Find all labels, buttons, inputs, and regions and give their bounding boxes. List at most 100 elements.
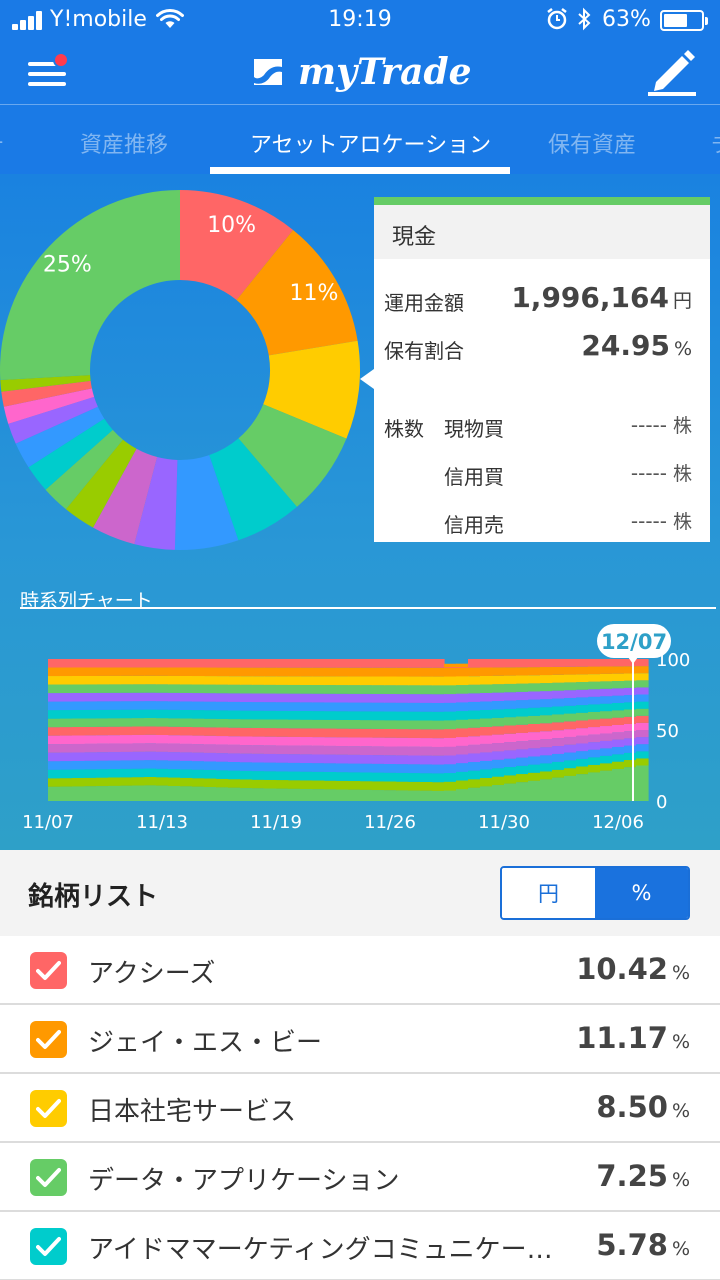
area-band-11-col-1 [60, 693, 73, 702]
donut-slice-1[interactable] [236, 229, 358, 356]
menu-icon[interactable] [28, 60, 66, 88]
stock-percent-unit: % [671, 1238, 690, 1260]
donut-slice-12[interactable] [8, 396, 98, 444]
tab-asset-allocation[interactable]: アセットアロケーション [250, 133, 492, 158]
donut-slice-10[interactable] [28, 418, 113, 490]
list-item[interactable]: アクシーズ 10.42% [0, 936, 720, 1005]
list-item[interactable]: データ・アプリケーション 7.25% [0, 1143, 720, 1212]
unit-toggle: 円 % [500, 866, 690, 920]
area-band-0-col-11 [180, 786, 193, 801]
donut-slice-16[interactable] [0, 190, 180, 381]
area-band-8-col-26 [360, 720, 373, 729]
area-band-15-col-16 [240, 659, 253, 668]
area-band-13-col-23 [324, 676, 337, 686]
area-band-8-col-49 [636, 708, 649, 716]
area-band-1-col-14 [216, 778, 229, 788]
area-band-12-col-45 [588, 681, 601, 690]
area-band-5-col-13 [204, 744, 217, 753]
area-band-14-col-35 [468, 667, 481, 677]
area-band-15-col-46 [600, 659, 613, 667]
area-band-4-col-43 [564, 744, 577, 753]
list-item[interactable]: ジェイ・エス・ビー 11.17% [0, 1005, 720, 1074]
donut-slice-2[interactable] [263, 340, 360, 439]
area-band-14-col-22 [312, 667, 325, 677]
area-band-4-col-3 [84, 752, 97, 761]
donut-slice-4[interactable] [209, 438, 297, 541]
area-band-1-col-31 [420, 781, 433, 791]
area-band-7-col-6 [120, 726, 133, 736]
area-band-14-col-12 [192, 667, 205, 677]
area-band-3-col-20 [288, 762, 301, 772]
unit-toggle-yen[interactable]: 円 [502, 868, 595, 918]
area-band-11-col-27 [372, 693, 385, 703]
area-band-4-col-30 [408, 755, 421, 765]
area-band-5-col-46 [600, 733, 613, 741]
edit-icon[interactable] [648, 46, 696, 96]
donut-slice-15[interactable] [0, 375, 91, 392]
donut-slice-6[interactable] [134, 457, 178, 550]
donut-slice-3[interactable] [238, 404, 347, 507]
area-band-0-col-4 [96, 786, 109, 801]
area-band-6-col-0 [48, 735, 61, 745]
area-band-4-col-5 [108, 752, 121, 761]
area-band-2-col-19 [276, 771, 289, 781]
checkbox[interactable] [30, 1090, 67, 1127]
unit-toggle-percent[interactable]: % [595, 868, 688, 918]
checkbox[interactable] [30, 1228, 67, 1265]
area-band-0-col-23 [324, 789, 337, 801]
area-band-7-col-10 [168, 726, 181, 736]
area-band-7-col-48 [624, 716, 637, 724]
area-band-4-col-2 [72, 752, 85, 761]
area-band-13-col-13 [204, 676, 217, 685]
checkbox[interactable] [30, 1159, 67, 1196]
checkbox[interactable] [30, 952, 67, 989]
area-band-9-col-26 [360, 711, 373, 721]
donut-slice-7[interactable] [93, 448, 158, 545]
donut-slice-9[interactable] [45, 429, 123, 510]
area-band-7-col-26 [360, 728, 373, 738]
tab-prev-edge[interactable]: ‐ [0, 129, 3, 153]
list-item[interactable]: アイドママーケティングコミュニケー… 5.78% [0, 1212, 720, 1280]
donut-slice-13[interactable] [3, 388, 95, 424]
area-band-14-col-29 [396, 667, 409, 677]
tab-holdings[interactable]: 保有資産 [548, 133, 637, 158]
list-item[interactable]: 日本社宅サービス 8.50% [0, 1074, 720, 1143]
allocation-donut-chart[interactable]: 10% 11% 25% [0, 174, 370, 564]
area-band-9-col-12 [192, 710, 205, 719]
area-band-1-col-29 [396, 781, 409, 791]
area-band-5-col-44 [576, 735, 589, 744]
area-band-13-col-26 [360, 676, 373, 686]
area-band-8-col-48 [624, 709, 637, 717]
area-band-9-col-19 [276, 710, 289, 720]
stock-percent: 10.42 [576, 952, 668, 986]
area-band-12-col-12 [192, 684, 205, 694]
tab-next-edge[interactable]: ラ [710, 129, 720, 158]
donut-slice-11[interactable] [15, 406, 105, 468]
margin-buy-value: ----- [630, 461, 667, 485]
checkbox[interactable] [30, 1021, 67, 1058]
donut-slice-0[interactable] [180, 190, 294, 300]
area-band-8-col-8 [144, 717, 157, 727]
tab-asset-history[interactable]: 資産推移 [80, 133, 169, 158]
area-band-8-col-38 [504, 717, 517, 726]
area-band-15-col-19 [276, 659, 289, 668]
donut-slice-8[interactable] [65, 439, 137, 528]
check-icon [36, 1030, 61, 1049]
area-band-6-col-30 [408, 737, 421, 747]
area-band-6-col-27 [372, 737, 385, 747]
area-band-15-col-14 [216, 659, 229, 668]
area-band-8-col-20 [288, 719, 301, 729]
area-band-9-col-23 [324, 711, 337, 720]
donut-slice-14[interactable] [1, 380, 92, 407]
timeseries-chart[interactable]: 100 50 0 11/07 11/13 11/19 11/26 11/30 12/06 12/0… [0, 619, 720, 850]
area-band-0-col-21 [300, 789, 313, 801]
donut-slice-5[interactable] [174, 455, 239, 550]
chart-area: 10% 11% 25% 現金 運用金額 1,996,164 円 保有割合 24.95%… [0, 174, 720, 850]
area-band-8-col-32 [432, 720, 445, 730]
area-band-13-col-6 [120, 675, 133, 685]
area-band-15-col-39 [516, 659, 529, 668]
area-band-7-col-45 [588, 719, 601, 728]
area-band-15-col-34 [456, 667, 469, 668]
check-icon [36, 961, 61, 980]
area-band-2-col-25 [348, 772, 361, 782]
